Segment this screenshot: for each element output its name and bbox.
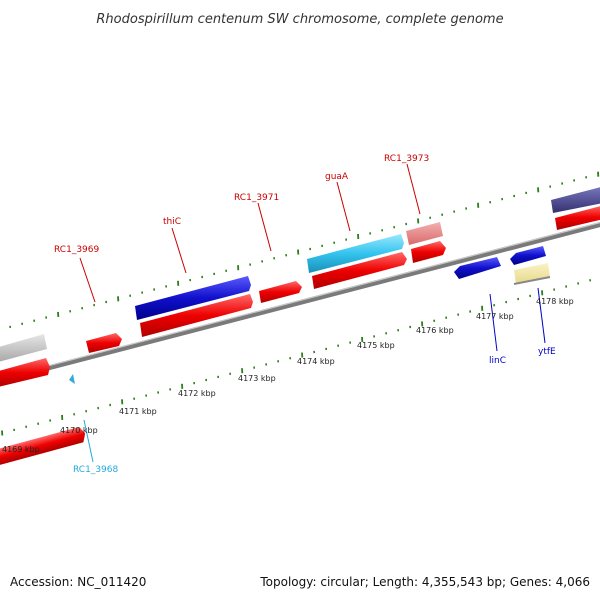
gene-label-linc: linC (489, 356, 506, 366)
scale-label: 4178 kbp (536, 297, 574, 306)
gene-label-thic: thiC (163, 217, 181, 227)
upper-tick-row (9, 171, 600, 329)
gene-arrow (0, 426, 86, 466)
map-title: Rhodospirillum centenum SW chromosome, c… (96, 12, 503, 27)
gene-label-rc1-3971: RC1_3971 (234, 193, 279, 203)
callout-line (406, 163, 421, 215)
gene-label-guaa: guaA (325, 172, 349, 182)
gene-label-rc1-3969: RC1_3969 (54, 245, 99, 255)
scale-label: 4175 kbp (357, 341, 395, 350)
gene-marker-cyan (69, 374, 75, 384)
gene-arrow-purple (551, 187, 600, 213)
gene-arrow-red (555, 206, 600, 230)
gene-track-forward (0, 426, 86, 466)
gene-label-rc1-3968: RC1_3968 (73, 465, 118, 475)
lower-tick-row (1, 279, 592, 436)
gene-arrow-linc (454, 257, 501, 279)
callout-line (537, 287, 546, 344)
genes (0, 187, 600, 387)
gene-arrow-red (411, 241, 446, 263)
callout-line (257, 202, 272, 252)
callout-line (489, 293, 498, 352)
gene-arrow-red (0, 358, 50, 387)
gene-callouts (79, 163, 546, 463)
callout-line (171, 227, 187, 274)
genome-backbone-highlight (0, 221, 600, 380)
callout-line (79, 257, 96, 303)
gene-arrow-guaa (307, 234, 404, 273)
gene-arrow-rc1-3969 (86, 333, 122, 353)
scale-label: 4174 kbp (297, 357, 335, 366)
gene-label-rc1-3973: RC1_3973 (384, 154, 429, 164)
gene-arrow-gray (0, 334, 47, 362)
scale-label: 4171 kbp (119, 407, 157, 416)
gene-box-edge (513, 276, 551, 285)
gene-arrow-rc1-3973 (406, 222, 443, 245)
gene-labels: RC1_3969 thiC RC1_3971 guaA RC1_3973 lin… (54, 154, 556, 475)
scale-label: 4170 kbp (60, 426, 98, 435)
gene-label-ytfe: ytfE (538, 347, 556, 357)
gene-arrow-rc1-3971 (259, 281, 302, 303)
scale-label: 4177 kbp (476, 312, 514, 321)
genome-backbone (0, 222, 600, 383)
gene-arrow-red (140, 294, 253, 337)
gene-arrow-red (312, 252, 407, 289)
scale-label: 4173 kbp (238, 374, 276, 383)
callout-line (83, 419, 94, 463)
genome-summary-text: Topology: circular; Length: 4,355,543 bp… (259, 575, 590, 589)
gene-arrow-thic (135, 276, 251, 320)
gene-arrow-ytfe (510, 246, 546, 265)
scale-label: 4176 kbp (416, 326, 454, 335)
accession-text: Accession: NC_011420 (10, 575, 146, 589)
scale-label: 4172 kbp (178, 389, 216, 398)
scale-labels: 4169 kbp 4170 kbp 4171 kbp 4172 kbp 4173… (2, 297, 574, 454)
scale-label: 4169 kbp (2, 445, 40, 454)
callout-line (336, 181, 351, 232)
